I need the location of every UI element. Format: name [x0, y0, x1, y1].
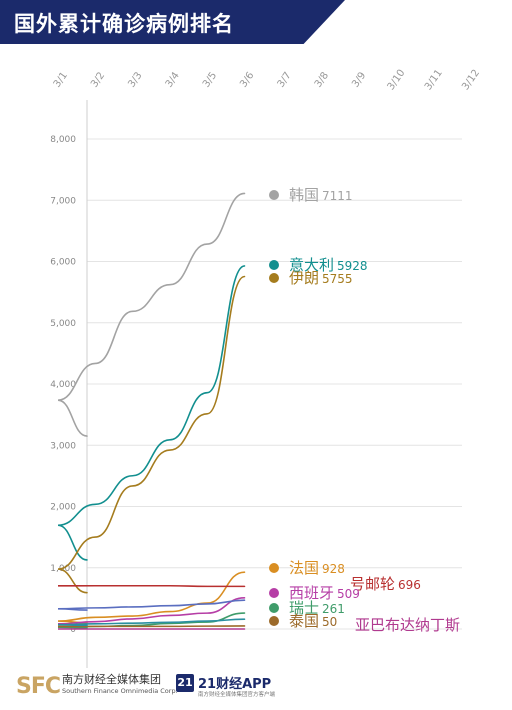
x-tick-label: 3/12 [460, 68, 482, 93]
page-title: 国外累计确诊病例排名 [14, 12, 234, 36]
y-tick-label: 5,000 [50, 319, 76, 329]
y-tick-label: 3,000 [50, 441, 76, 451]
x-tick-label: 3/10 [386, 68, 408, 93]
series-label: 泰国 [289, 612, 319, 630]
series-label: 意大利 [289, 256, 334, 274]
series-label: 西班牙 [289, 584, 334, 602]
series-value-label: 5928 [337, 259, 368, 273]
line-chart: 01,0002,0003,0004,0005,0006,0007,0008,00… [50, 68, 482, 668]
x-tick-label: 3/8 [313, 70, 331, 89]
x-tick-label: 3/6 [238, 70, 256, 89]
series-value-label: 5755 [322, 272, 353, 286]
y-tick-label: 4,000 [50, 380, 76, 390]
y-tick-label: 7,000 [50, 196, 76, 206]
series-line [57, 599, 246, 611]
x-tick-label: 3/4 [164, 70, 182, 89]
series-end-dot [269, 190, 279, 200]
x-tick-label: 3/9 [350, 70, 368, 89]
series-value-label: 261 [322, 602, 345, 616]
app-name: 21财经APP [198, 677, 272, 692]
footer: SFC 南方财经全媒体集团 Southern Finance Omnimedia… [0, 668, 512, 710]
y-tick-label: 2,000 [50, 503, 76, 513]
x-tick-label: 3/2 [89, 70, 107, 89]
series-line [57, 192, 246, 437]
sfc-name-en: Southern Finance Omnimedia Corp. [62, 687, 178, 695]
series-line [57, 597, 246, 628]
series-end-dot [269, 260, 279, 270]
series-label: 瑞士 [289, 599, 319, 617]
series-line [57, 275, 246, 594]
x-tick-label: 3/3 [126, 70, 144, 89]
series-value-label: 928 [322, 562, 345, 576]
series-value-label: 696 [398, 578, 421, 592]
sfc-name-cn: 南方财经全媒体集团 [62, 673, 161, 686]
series-value-label: 50 [322, 615, 337, 629]
series-end-dot [269, 273, 279, 283]
series-line [57, 571, 246, 624]
app-slogan: 南方财经全媒体集团官方客户端 [198, 692, 276, 698]
series-label: 韩国 [289, 186, 319, 204]
series-label: 法国 [289, 559, 319, 577]
series-label: 伊朗 [289, 269, 319, 287]
x-tick-label: 3/7 [276, 70, 294, 89]
series-value-label: 509 [337, 587, 360, 601]
x-tick-label: 3/5 [201, 70, 219, 89]
app-21-icon: 21 [176, 674, 194, 692]
series-end-dot [269, 563, 279, 573]
series-line [57, 265, 246, 561]
series-line [57, 618, 246, 627]
x-tick-label: 3/1 [52, 70, 70, 89]
series-end-dot [269, 603, 279, 613]
y-tick-label: 8,000 [50, 135, 76, 145]
series-end-dot [269, 616, 279, 626]
series-line [57, 584, 246, 588]
series-label: 亚巴布达纳丁斯 [355, 616, 460, 634]
series-label: 号邮轮 [350, 575, 395, 593]
y-tick-label: 0 [70, 625, 76, 635]
x-tick-label: 3/11 [423, 68, 445, 93]
y-tick-label: 6,000 [50, 258, 76, 268]
series-value-label: 7111 [322, 189, 353, 203]
series-end-dot [269, 588, 279, 598]
sfc-logo: SFC [16, 674, 61, 699]
title-banner: 国外累计确诊病例排名 [0, 0, 345, 44]
